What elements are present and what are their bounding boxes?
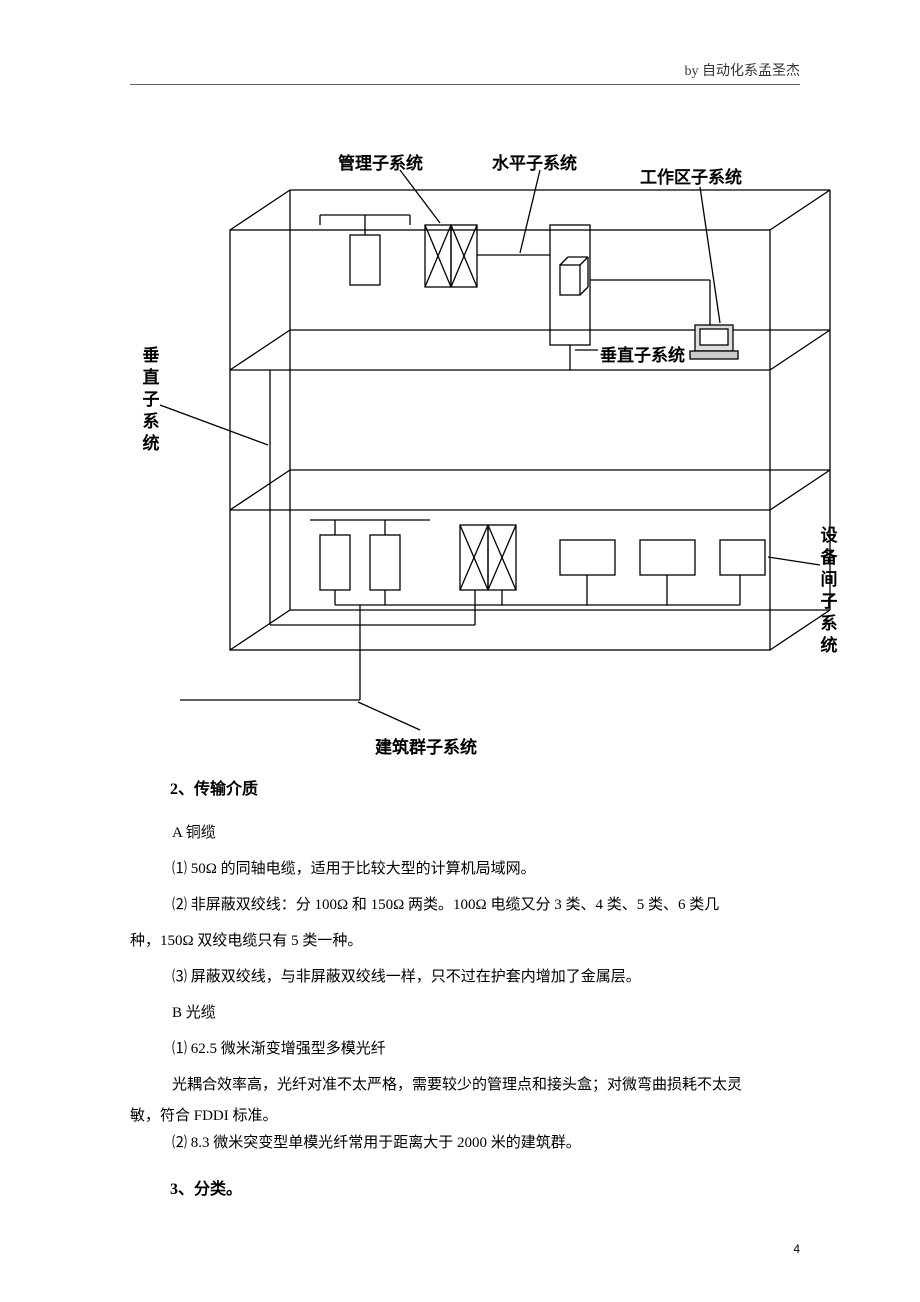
diagram-svg	[120, 125, 840, 765]
label-workarea: 工作区子系统	[640, 163, 742, 188]
page-header: by 自动化系孟圣杰	[130, 60, 800, 85]
line-b1: ⑴ 62.5 微米渐变增强型多模光纤	[130, 1031, 800, 1067]
line-b1-desc2: 敏，符合 FDDI 标准。	[130, 1103, 800, 1130]
label-vertical-center: 垂直子系统	[600, 341, 685, 366]
part-b-title: B 光缆	[130, 995, 800, 1031]
body-text: 2、传输介质 A 铜缆 ⑴ 50Ω 的同轴电缆，适用于比较大型的计算机局域网。 …	[130, 771, 800, 1210]
line-b2: ⑵ 8.3 微米突变型单模光纤常用于距离大于 2000 米的建筑群。	[130, 1130, 800, 1157]
label-vertical-left: 垂直子系统	[142, 345, 160, 455]
label-management: 管理子系统	[338, 149, 423, 174]
label-equipment: 设备间子系统	[820, 525, 838, 658]
line-a2b: 种，150Ω 双绞电缆只有 5 类一种。	[130, 923, 800, 959]
part-a-title: A 铜缆	[130, 815, 800, 851]
line-a1: ⑴ 50Ω 的同轴电缆，适用于比较大型的计算机局域网。	[130, 851, 800, 887]
heading-2: 2、传输介质	[130, 771, 800, 809]
label-campus: 建筑群子系统	[375, 733, 477, 758]
line-b1-desc: 光耦合效率高，光纤对准不太严格，需要较少的管理点和接头盒；对微弯曲损耗不太灵	[130, 1067, 800, 1103]
line-a3: ⑶ 屏蔽双绞线，与非屏蔽双绞线一样，只不过在护套内增加了金属层。	[130, 959, 800, 995]
page-number: 4	[793, 1242, 800, 1256]
line-a2: ⑵ 非屏蔽双绞线：分 100Ω 和 150Ω 两类。100Ω 电缆又分 3 类、…	[130, 887, 800, 923]
label-horizontal: 水平子系统	[492, 149, 577, 174]
cabling-system-diagram: 管理子系统 水平子系统 工作区子系统 垂直子系统 垂直子系统 设备间子系统 建筑…	[120, 125, 840, 765]
heading-3: 3、分类。	[130, 1171, 800, 1209]
